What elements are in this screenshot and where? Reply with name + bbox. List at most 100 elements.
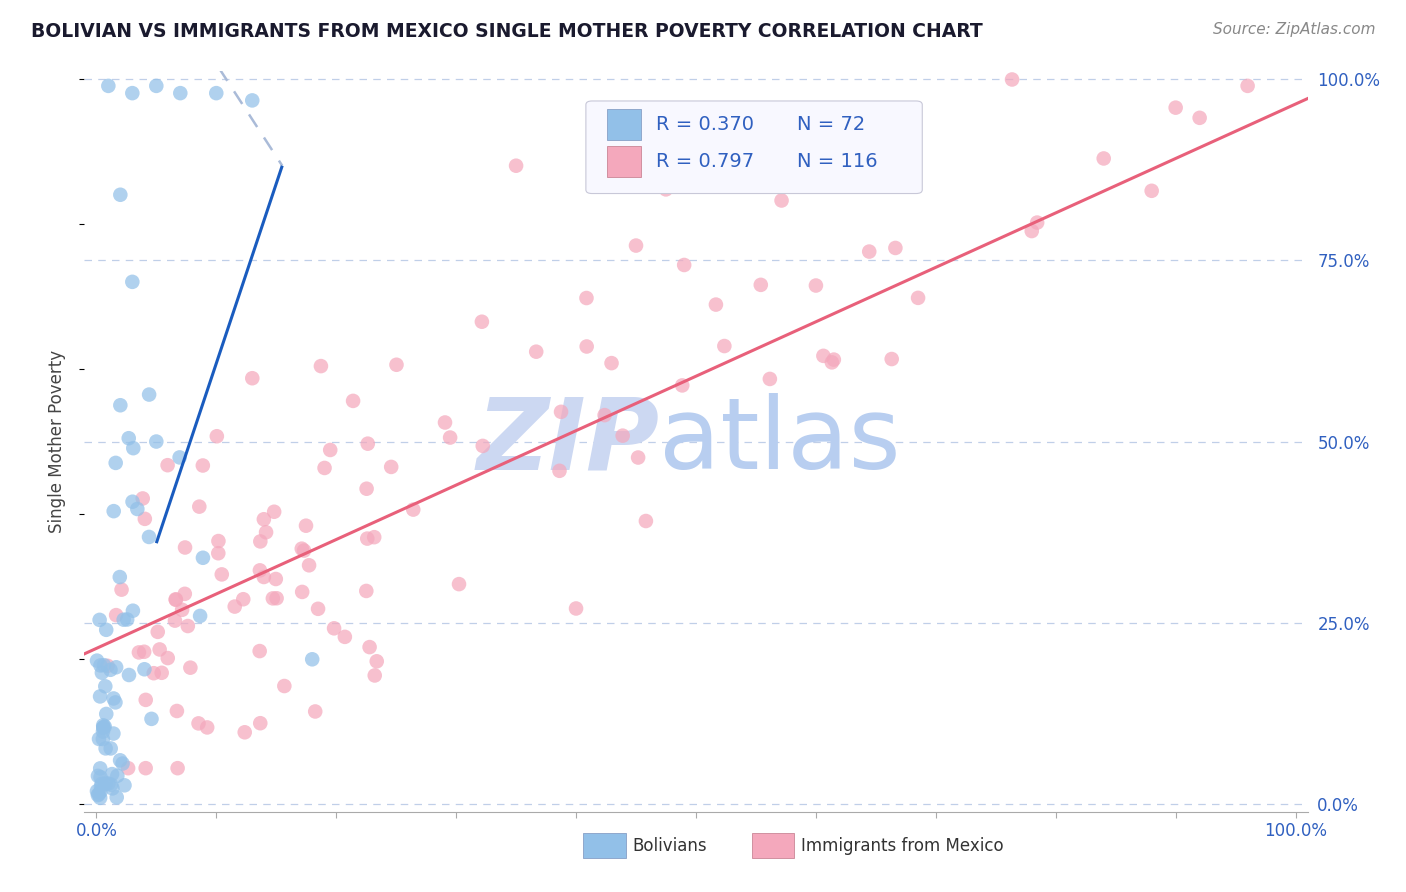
Point (262, 591, 284, 606)
Point (205, 429, 228, 443)
Point (319, 442, 342, 457)
Point (145, 434, 167, 449)
Point (121, 275, 143, 289)
Point (110, 582, 132, 597)
Point (524, 344, 547, 359)
Point (103, 504, 125, 518)
Point (150, 665, 173, 680)
Point (884, 241, 907, 255)
Point (122, 604, 145, 618)
Text: N = 116: N = 116 (797, 153, 879, 171)
Point (110, 398, 132, 412)
Point (146, 624, 169, 639)
Point (101, 781, 124, 796)
Point (704, 297, 727, 311)
Point (505, 159, 527, 173)
Point (770, 194, 793, 208)
Point (548, 464, 571, 478)
Point (439, 431, 461, 445)
Point (357, 436, 380, 450)
Point (188, 500, 211, 514)
Point (471, 439, 494, 453)
Point (1092, 152, 1115, 166)
Point (141, 712, 163, 726)
Point (115, 613, 138, 627)
Point (1236, 78, 1258, 93)
Point (86, 784, 108, 798)
Point (91, 721, 114, 735)
Point (249, 716, 271, 731)
Point (1140, 184, 1163, 198)
Point (100, 741, 122, 756)
Point (87, 787, 110, 801)
Point (90, 665, 112, 680)
Point (1026, 216, 1049, 230)
Point (804, 278, 827, 293)
Point (907, 291, 929, 305)
Point (224, 599, 246, 614)
Point (612, 428, 634, 442)
Point (380, 459, 402, 474)
Point (105, 660, 128, 674)
Point (1164, 101, 1187, 115)
Point (91, 731, 114, 746)
Point (673, 258, 696, 272)
Point (96, 706, 118, 721)
Point (356, 583, 378, 598)
Point (166, 704, 188, 718)
Point (333, 630, 356, 644)
Point (97, 776, 120, 790)
Point (110, 187, 132, 202)
Point (363, 530, 385, 544)
FancyBboxPatch shape (606, 146, 641, 178)
Point (128, 645, 150, 659)
Point (94, 776, 117, 790)
Point (114, 778, 136, 792)
Point (447, 577, 470, 591)
Point (323, 621, 346, 635)
Point (1001, 72, 1024, 87)
Point (89, 613, 111, 627)
Point (249, 563, 271, 577)
Point (145, 78, 167, 93)
Point (600, 356, 623, 370)
Point (165, 592, 187, 607)
Point (188, 609, 211, 624)
Point (118, 668, 141, 682)
Point (207, 546, 229, 560)
Point (671, 378, 693, 392)
Point (655, 182, 678, 196)
Point (173, 587, 195, 601)
Point (111, 756, 134, 771)
Text: atlas: atlas (659, 393, 901, 490)
Point (309, 359, 332, 373)
Point (342, 393, 364, 408)
Point (172, 603, 194, 617)
Point (97, 78, 120, 93)
Point (356, 532, 378, 546)
Point (249, 534, 271, 549)
Point (266, 591, 288, 606)
Point (233, 725, 256, 739)
Point (195, 721, 218, 735)
Point (366, 654, 388, 668)
Point (101, 767, 124, 781)
Point (89, 770, 111, 784)
Text: BOLIVIAN VS IMMIGRANTS FROM MEXICO SINGLE MOTHER POVERTY CORRELATION CHART: BOLIVIAN VS IMMIGRANTS FROM MEXICO SINGL… (31, 22, 983, 41)
Point (292, 543, 315, 558)
Point (1188, 111, 1211, 125)
Point (821, 355, 844, 369)
Point (166, 761, 188, 775)
Point (97, 658, 120, 673)
Point (100, 778, 122, 792)
Point (163, 614, 186, 628)
Point (149, 642, 172, 657)
Text: ZIP: ZIP (477, 393, 659, 490)
FancyBboxPatch shape (586, 101, 922, 194)
Point (93, 720, 115, 734)
Point (291, 585, 314, 599)
Point (89, 790, 111, 805)
Point (191, 550, 214, 565)
Point (103, 691, 125, 706)
Point (90, 777, 112, 791)
